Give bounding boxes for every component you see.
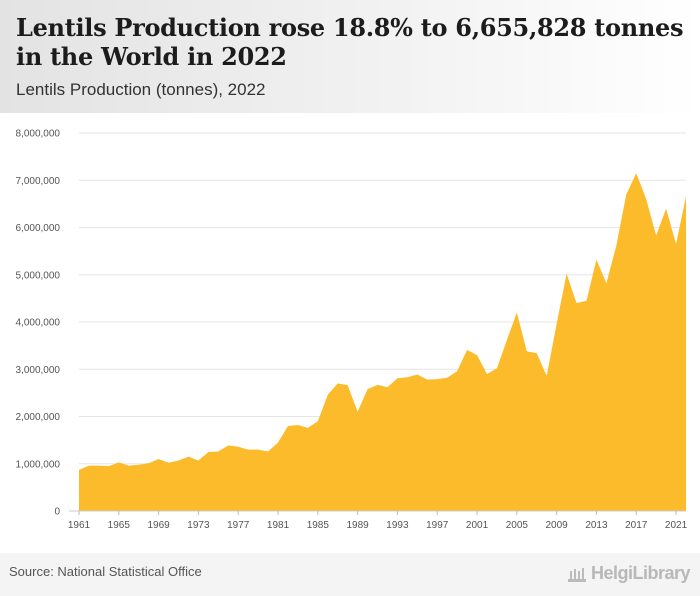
gridlines	[79, 132, 686, 465]
y-tick-label: 1,000,000	[16, 459, 61, 470]
area-chart: 0 1,000,000 2,000,000 3,000,000 4,000,000 5,0…	[16, 129, 688, 532]
production-area	[79, 173, 686, 511]
x-tick-labels: 1961 1965 1969 1973 1977 1981 1985 1989 1993 1997…	[68, 520, 688, 531]
chart-area: 0 1,000,000 2,000,000 3,000,000 4,000,000 5,0…	[0, 113, 700, 553]
y-tick-label: 2,000,000	[16, 412, 61, 423]
y-tick-label: 3,000,000	[16, 365, 61, 376]
y-tick-label: 5,000,000	[16, 270, 61, 281]
x-tick-label: 2017	[625, 520, 648, 531]
x-axis	[69, 510, 686, 515]
y-tick-label: 4,000,000	[16, 318, 61, 329]
x-tick-label: 1977	[227, 520, 250, 531]
x-tick-label: 1969	[147, 520, 170, 531]
y-tick-label: 8,000,000	[16, 129, 61, 140]
y-tick-label: 6,000,000	[16, 223, 61, 234]
x-tick-label: 1965	[108, 520, 131, 531]
x-tick-label: 2005	[506, 520, 529, 531]
series-layer	[79, 173, 686, 511]
logo-text: HelgiLibrary	[590, 563, 691, 583]
x-tick-label: 1981	[267, 520, 290, 531]
x-tick-label: 1989	[346, 520, 369, 531]
chart-subtitle: Lentils Production (tonnes), 2022	[16, 80, 266, 99]
y-axis: 0 1,000,000 2,000,000 3,000,000 4,000,000 5,0…	[16, 129, 61, 518]
x-tick-label: 2009	[546, 520, 569, 531]
x-tick-label: 2021	[665, 520, 688, 531]
x-tick-label: 1973	[187, 520, 210, 531]
y-tick-label: 0	[54, 507, 60, 518]
y-tick-label: 7,000,000	[16, 176, 61, 187]
chart-footer: Source: National Statistical Office Helg…	[0, 553, 700, 596]
x-tick-label: 2001	[466, 520, 489, 531]
x-tick-label: 1985	[307, 520, 330, 531]
x-tick-label: 1993	[386, 520, 409, 531]
x-tick-label: 1997	[426, 520, 449, 531]
x-tick-label: 1961	[68, 520, 91, 531]
chart-header: Lentils Production rose 18.8% to 6,655,8…	[0, 0, 700, 113]
x-tick-label: 2013	[585, 520, 608, 531]
library-building-icon	[567, 567, 586, 582]
helgi-library-logo[interactable]: HelgiLibrary	[567, 563, 691, 584]
chart-title: Lentils Production rose 18.8% to 6,655,8…	[16, 13, 684, 71]
source-note: Source: National Statistical Office	[9, 564, 202, 579]
